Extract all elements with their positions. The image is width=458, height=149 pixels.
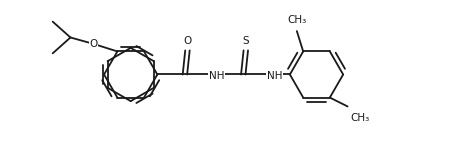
Text: NH: NH (208, 71, 224, 81)
Text: CH₃: CH₃ (351, 113, 370, 123)
Text: O: O (183, 36, 191, 46)
Text: S: S (242, 36, 249, 46)
Text: O: O (89, 39, 98, 49)
Text: NH: NH (267, 71, 283, 81)
Text: CH₃: CH₃ (287, 15, 306, 25)
